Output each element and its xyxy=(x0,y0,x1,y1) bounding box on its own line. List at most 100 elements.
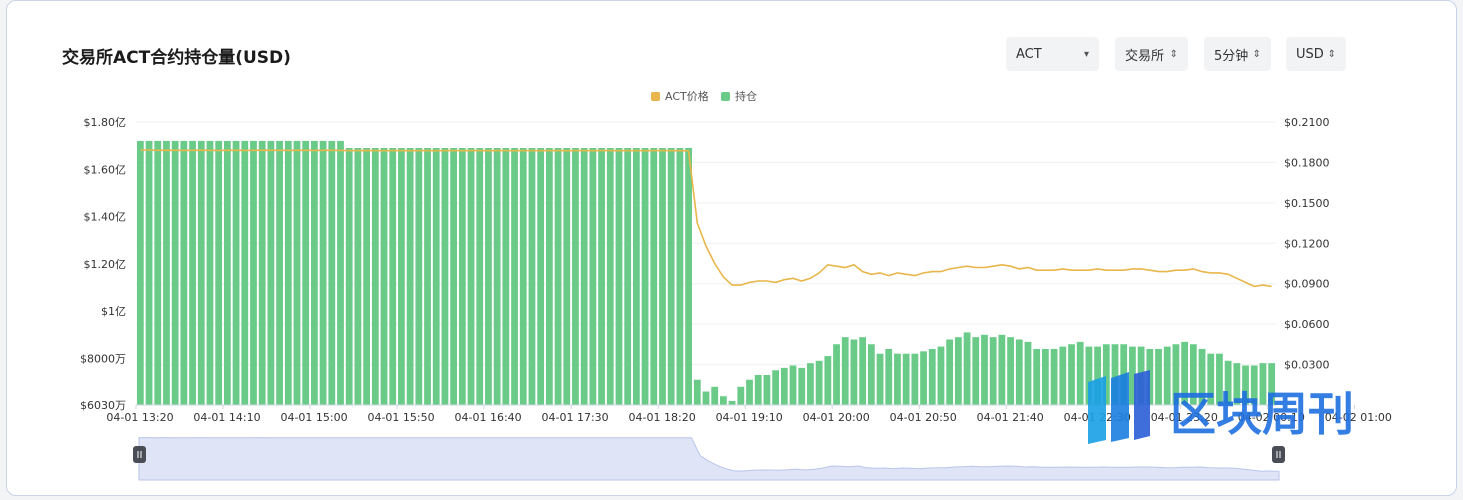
oi-bar[interactable] xyxy=(632,148,640,405)
symbol-select[interactable]: ACT ▾ xyxy=(1006,37,1099,71)
oi-bar[interactable] xyxy=(1224,360,1232,405)
oi-bar[interactable] xyxy=(859,337,867,405)
exchange-select[interactable]: 交易所 ⇕ xyxy=(1115,37,1188,71)
oi-bar[interactable] xyxy=(537,148,545,405)
oi-bar[interactable] xyxy=(1007,337,1014,405)
oi-bar[interactable] xyxy=(545,148,553,405)
oi-bar[interactable] xyxy=(789,365,797,405)
oi-bar[interactable] xyxy=(424,148,431,405)
oi-bar[interactable] xyxy=(702,391,710,405)
oi-bar[interactable] xyxy=(589,148,597,405)
oi-bar[interactable] xyxy=(232,140,240,406)
oi-bar[interactable] xyxy=(519,148,527,405)
oi-bar[interactable] xyxy=(676,148,684,405)
oi-bar[interactable] xyxy=(798,367,806,405)
oi-bar[interactable] xyxy=(1163,346,1171,405)
oi-bar[interactable] xyxy=(1233,363,1241,405)
oi-bar[interactable] xyxy=(911,353,919,405)
oi-bar[interactable] xyxy=(267,140,275,406)
oi-bar[interactable] xyxy=(667,148,675,405)
oi-bar[interactable] xyxy=(163,140,170,406)
oi-bar[interactable] xyxy=(1024,341,1032,405)
oi-bar[interactable] xyxy=(354,148,362,405)
oi-bar[interactable] xyxy=(1033,348,1041,405)
oi-bar[interactable] xyxy=(885,348,893,405)
oi-bar[interactable] xyxy=(363,148,371,405)
oi-bar[interactable] xyxy=(337,140,344,406)
oi-bar[interactable] xyxy=(580,148,588,405)
oi-bar[interactable] xyxy=(136,140,144,406)
navigator-right-handle[interactable] xyxy=(1272,446,1285,463)
oi-bar[interactable] xyxy=(180,140,188,406)
oi-bar[interactable] xyxy=(728,400,736,405)
oi-bar[interactable] xyxy=(606,148,614,405)
oi-bar[interactable] xyxy=(1207,353,1215,405)
oi-bar[interactable] xyxy=(1076,341,1084,405)
oi-bar[interactable] xyxy=(398,148,405,405)
oi-bar[interactable] xyxy=(650,148,658,405)
navigator-left-handle[interactable] xyxy=(133,446,146,463)
oi-bar[interactable] xyxy=(937,346,945,405)
oi-bar[interactable] xyxy=(1250,365,1258,405)
oi-bar[interactable] xyxy=(685,148,692,405)
oi-bar[interactable] xyxy=(711,386,719,405)
oi-bar[interactable] xyxy=(624,148,632,405)
oi-bar[interactable] xyxy=(432,148,440,405)
oi-bar[interactable] xyxy=(1129,346,1136,405)
oi-bar[interactable] xyxy=(1268,363,1276,405)
oi-bar[interactable] xyxy=(328,140,336,406)
oi-bar[interactable] xyxy=(493,148,501,405)
oi-bar[interactable] xyxy=(415,148,423,405)
oi-bar[interactable] xyxy=(485,148,492,405)
oi-bar[interactable] xyxy=(345,148,353,405)
oi-bar[interactable] xyxy=(311,140,318,406)
oi-bar[interactable] xyxy=(1242,365,1249,405)
oi-bar[interactable] xyxy=(641,148,649,405)
interval-select[interactable]: 5分钟 ⇕ xyxy=(1204,37,1271,71)
oi-bar[interactable] xyxy=(458,148,466,405)
oi-bar[interactable] xyxy=(563,148,571,405)
oi-bar[interactable] xyxy=(981,334,988,405)
oi-bar[interactable] xyxy=(1085,346,1093,405)
oi-bar[interactable] xyxy=(824,356,832,405)
oi-bar[interactable] xyxy=(780,367,788,405)
oi-bar[interactable] xyxy=(250,140,257,406)
oi-bar[interactable] xyxy=(284,140,292,406)
oi-bar[interactable] xyxy=(598,148,605,405)
oi-bar[interactable] xyxy=(815,360,823,405)
oi-bar[interactable] xyxy=(737,386,745,405)
oi-bar[interactable] xyxy=(972,337,980,405)
oi-bar[interactable] xyxy=(502,148,510,405)
oi-bar[interactable] xyxy=(920,351,927,405)
oi-bar[interactable] xyxy=(867,344,875,405)
oi-bar[interactable] xyxy=(894,353,901,405)
oi-bar[interactable] xyxy=(1102,344,1110,405)
oi-bar[interactable] xyxy=(171,140,179,406)
oi-bar[interactable] xyxy=(476,148,484,405)
oi-bar[interactable] xyxy=(928,348,936,405)
oi-bar[interactable] xyxy=(807,363,814,405)
oi-bar[interactable] xyxy=(1216,353,1223,405)
oi-bar[interactable] xyxy=(572,148,579,405)
oi-bar[interactable] xyxy=(946,339,954,405)
oi-bar[interactable] xyxy=(145,140,153,406)
oi-bar[interactable] xyxy=(902,353,910,405)
oi-bar[interactable] xyxy=(1111,344,1119,405)
oi-bar[interactable] xyxy=(989,337,997,405)
oi-bar[interactable] xyxy=(1155,348,1162,405)
oi-bar[interactable] xyxy=(406,148,414,405)
oi-bar[interactable] xyxy=(763,374,771,405)
range-navigator[interactable] xyxy=(133,437,1285,481)
oi-bar[interactable] xyxy=(1189,344,1197,405)
oi-bar[interactable] xyxy=(615,148,623,405)
oi-bar[interactable] xyxy=(841,337,849,405)
oi-bar[interactable] xyxy=(850,339,858,405)
oi-bar[interactable] xyxy=(693,379,701,405)
oi-bar[interactable] xyxy=(954,337,962,405)
oi-bar[interactable] xyxy=(511,148,518,405)
oi-bar[interactable] xyxy=(554,148,562,405)
oi-bar[interactable] xyxy=(963,332,971,405)
oi-bar[interactable] xyxy=(441,148,449,405)
oi-bar[interactable] xyxy=(189,140,196,406)
oi-bar[interactable] xyxy=(258,140,266,406)
